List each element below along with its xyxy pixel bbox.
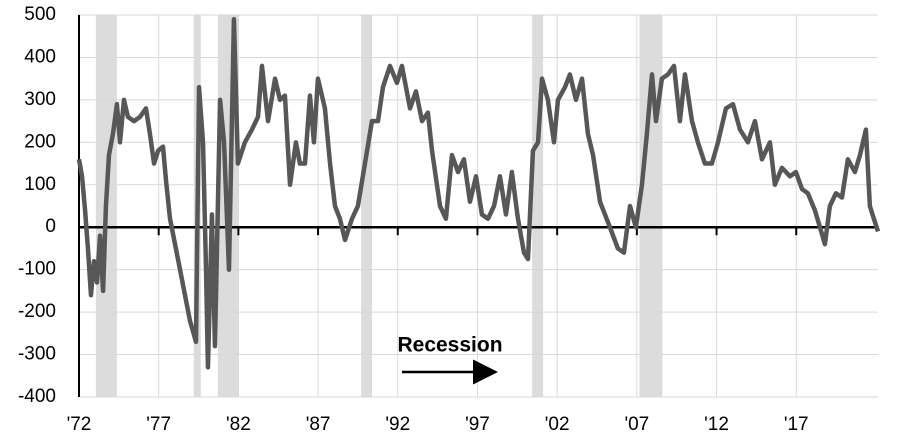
x-tick-label: '82	[226, 414, 251, 435]
y-tick-label: 200	[24, 131, 56, 152]
y-tick-label: 300	[24, 89, 56, 110]
recession-band	[361, 15, 372, 397]
y-tick-label: -400	[18, 386, 56, 407]
y-tick-label: -200	[18, 301, 56, 322]
x-tick-label: '77	[146, 414, 171, 435]
x-tick-label: '02	[545, 414, 570, 435]
x-tick-label: '12	[704, 414, 729, 435]
data-line	[76, 16, 881, 370]
y-tick-label: 100	[24, 174, 56, 195]
x-tick-label: '72	[67, 414, 92, 435]
recession-band	[639, 15, 663, 397]
y-tick-label: 0	[45, 216, 56, 237]
y-tick-label: 500	[24, 4, 56, 25]
x-tick-label: '97	[465, 414, 490, 435]
y-tick-label: -100	[18, 259, 56, 280]
x-tick-label: '07	[624, 414, 649, 435]
recession-band	[532, 15, 544, 397]
x-tick-label: '17	[784, 414, 809, 435]
x-tick-label: '92	[385, 414, 410, 435]
y-tick-label: 400	[24, 46, 56, 67]
x-tick-label: '87	[306, 414, 331, 435]
annotation: Recession	[397, 334, 502, 357]
y-tick-label: -300	[18, 344, 56, 365]
